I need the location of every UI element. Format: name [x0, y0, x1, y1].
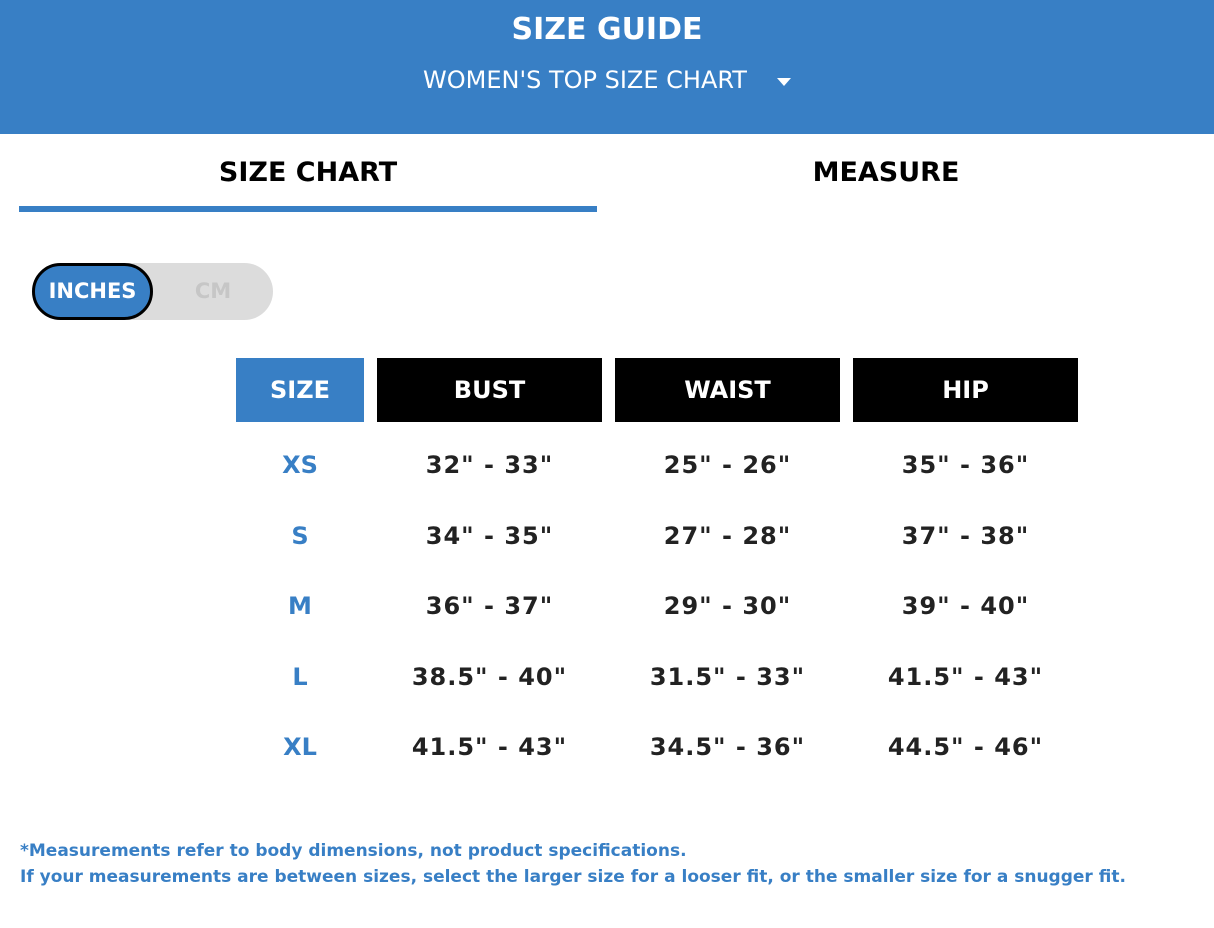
cell-waist: 34.5" - 36" [649, 733, 806, 761]
cell-size: XL [283, 733, 317, 761]
header: SIZE GUIDE WOMEN'S TOP SIZE CHART [0, 0, 1214, 134]
tab-label: MEASURE [812, 157, 960, 188]
cell-waist: 31.5" - 33" [649, 662, 806, 691]
header-waist: WAIST [615, 358, 840, 422]
note-body-dimensions: *Measurements refer to body dimensions, … [20, 841, 687, 861]
cell-hip: 41.5" - 43" [887, 662, 1044, 691]
chart-type-dropdown[interactable]: WOMEN'S TOP SIZE CHART [0, 66, 1214, 94]
unit-option-cm[interactable]: CM [194, 279, 232, 303]
unit-option-inches[interactable]: INCHES [32, 263, 153, 320]
cell-size: S [291, 521, 309, 550]
note-between-sizes: If your measurements are between sizes, … [20, 867, 1126, 887]
tab-label: SIZE CHART [218, 157, 398, 188]
header-hip: HIP [853, 358, 1078, 422]
cell-hip: 37" - 38" [901, 521, 1030, 550]
cell-waist: 25" - 26" [663, 451, 792, 479]
unit-toggle[interactable]: INCHES CM [32, 263, 273, 320]
cell-size: XS [282, 451, 318, 479]
tab-size-chart[interactable]: SIZE CHART [19, 150, 597, 212]
cell-bust: 32" - 33" [425, 451, 554, 479]
cell-bust: 34" - 35" [425, 521, 554, 550]
cell-bust: 38.5" - 40" [411, 662, 568, 691]
cell-waist: 27" - 28" [663, 521, 792, 550]
cell-waist: 29" - 30" [663, 592, 792, 620]
header-bust: BUST [377, 358, 602, 422]
caret-down-icon [776, 78, 791, 86]
cell-size: M [288, 592, 312, 620]
page-title: SIZE GUIDE [511, 12, 703, 47]
header-size: SIZE [236, 358, 364, 422]
cell-bust: 36" - 37" [425, 592, 554, 620]
cell-hip: 35" - 36" [901, 451, 1030, 479]
chart-type-label: WOMEN'S TOP SIZE CHART [423, 66, 747, 94]
cell-hip: 39" - 40" [901, 592, 1030, 620]
cell-bust: 41.5" - 43" [411, 733, 568, 761]
cell-size: L [292, 662, 308, 691]
tab-measure[interactable]: MEASURE [597, 150, 1175, 212]
cell-hip: 44.5" - 46" [887, 733, 1044, 761]
